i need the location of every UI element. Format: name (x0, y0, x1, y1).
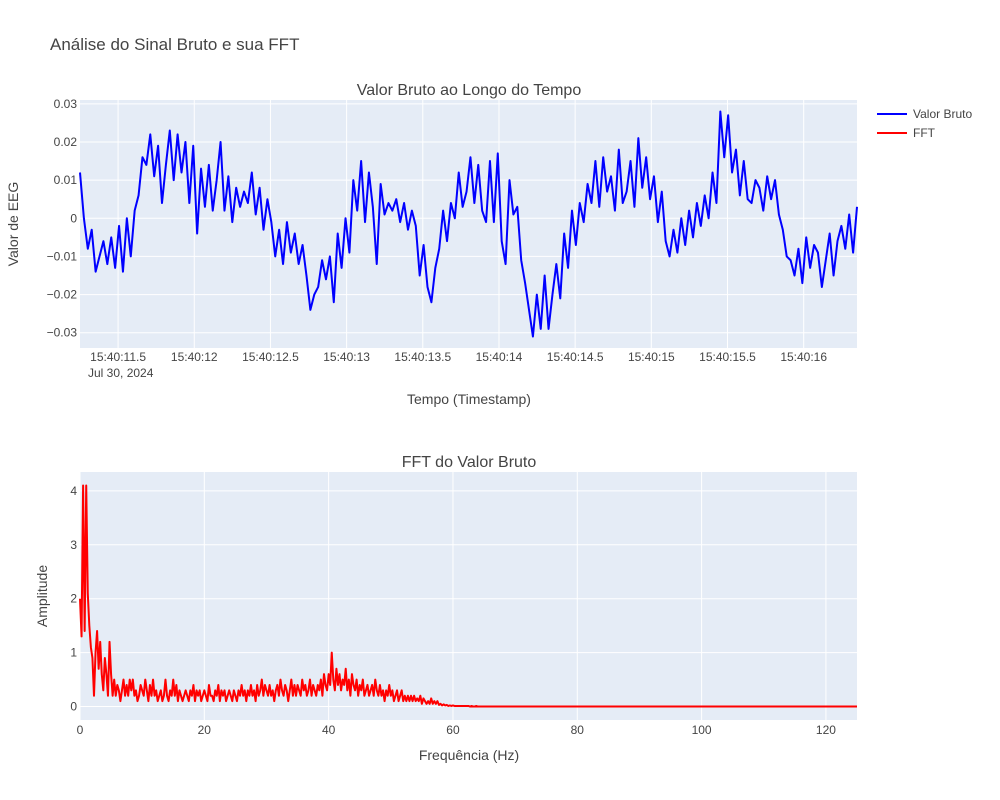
legend-label-valor-bruto: Valor Bruto (913, 107, 972, 121)
legend-item-valor-bruto[interactable]: Valor Bruto (877, 107, 972, 121)
x-tick-label: 100 (692, 723, 712, 737)
x-tick-label: 60 (446, 723, 460, 737)
y-tick-label: 4 (70, 484, 77, 498)
x-tick-label: 15:40:15 (628, 350, 675, 364)
y-tick-label: −0.01 (47, 249, 78, 263)
x-tick-label: 15:40:14.5 (547, 350, 604, 364)
series-line-valor-bruto[interactable] (79, 110, 858, 338)
legend-label-fft: FFT (913, 126, 936, 140)
x-tick-label: 15:40:15.5 (699, 350, 756, 364)
time-series-y-ticks: −0.03 −0.02 −0.01 0 0.01 0.02 0.03 (47, 97, 78, 340)
y-tick-label: 0 (70, 211, 77, 225)
x-tick-label: 120 (816, 723, 836, 737)
y-tick-label: 1 (70, 646, 77, 660)
x-tick-label: 15:40:12.5 (242, 350, 299, 364)
x-tick-label: 15:40:14 (476, 350, 523, 364)
time-series-title: Valor Bruto ao Longo do Tempo (357, 82, 582, 99)
x-tick-label: 15:40:16 (780, 350, 827, 364)
time-series-x-ticks: 15:40:11.5 15:40:12 15:40:12.5 15:40:13 15:4… (90, 350, 827, 364)
y-tick-label: 3 (70, 538, 77, 552)
y-tick-label: 0.02 (54, 135, 78, 149)
y-tick-label: −0.03 (47, 326, 78, 340)
x-tick-label: 15:40:13 (323, 350, 370, 364)
y-tick-label: 0.03 (54, 97, 78, 111)
x-tick-label: 15:40:12 (171, 350, 218, 364)
x-tick-label: 0 (77, 723, 84, 737)
x-tick-label: 80 (571, 723, 585, 737)
y-tick-label: 2 (70, 592, 77, 606)
fft-subplot: FFT do Valor Bruto 0 1 2 3 4 0 20 40 60 80 100 120… (34, 454, 857, 763)
legend-item-fft[interactable]: FFT (877, 126, 936, 140)
figure-title: Análise do Sinal Bruto e sua FFT (50, 35, 299, 54)
time-series-subplot: Valor Bruto ao Longo do Tempo −0.03 −0.02… (5, 82, 858, 407)
x-tick-label: 15:40:11.5 (90, 350, 146, 364)
fft-y-ticks: 0 1 2 3 4 (70, 484, 77, 714)
legend: Valor Bruto FFT (877, 107, 972, 140)
x-tick-label: 15:40:13.5 (394, 350, 451, 364)
fft-plot-area[interactable] (80, 472, 857, 720)
fft-title: FFT do Valor Bruto (402, 454, 537, 471)
x-tick-label: 40 (322, 723, 336, 737)
y-tick-label: −0.02 (47, 288, 78, 302)
time-series-y-axis-title: Valor de EEG (5, 182, 21, 267)
x-tick-label: 20 (198, 723, 212, 737)
fft-y-axis-title: Amplitude (34, 565, 50, 627)
time-series-date-label: Jul 30, 2024 (88, 366, 154, 380)
fft-x-axis-title: Frequência (Hz) (419, 747, 519, 763)
y-tick-label: 0.01 (54, 173, 78, 187)
series-line-fft[interactable] (79, 484, 857, 708)
time-series-x-axis-title: Tempo (Timestamp) (407, 391, 531, 407)
y-tick-label: 0 (70, 700, 77, 714)
fft-x-ticks: 0 20 40 60 80 100 120 (77, 723, 837, 737)
